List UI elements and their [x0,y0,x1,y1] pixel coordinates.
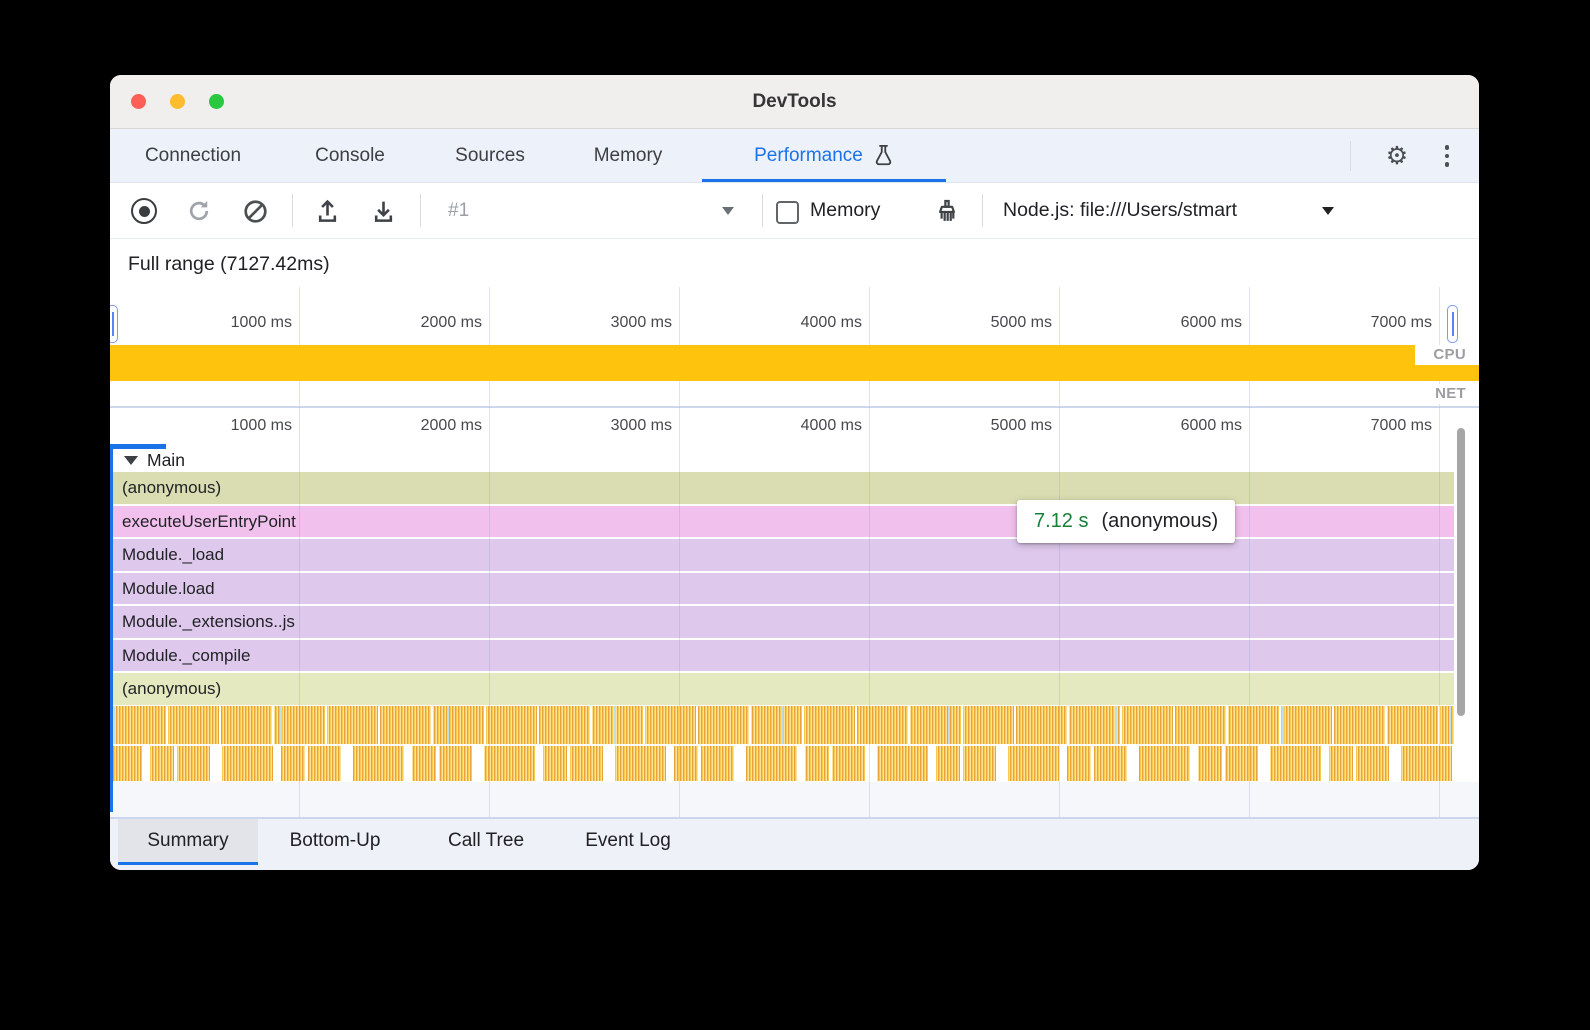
flame-event-tooltip: 7.12 s (anonymous) [1017,500,1236,543]
upload-icon [318,199,336,222]
overview-ruler-tick: 2000 ms [420,314,482,331]
tab-bottom-up[interactable]: Bottom-Up [289,829,381,851]
tooltip-duration: 7.12 s [1034,510,1089,532]
kebab-menu-icon [1444,145,1450,150]
more-options-button[interactable] [1434,142,1460,170]
close-button[interactable] [131,94,146,109]
details-tab-bar: Summary Bottom-Up Call Tree Event Log [110,818,1479,870]
flame-row-module-load-private[interactable]: Module._load [113,539,1454,571]
flame-ruler-tick: 3000 ms [610,417,672,434]
collect-garbage-button[interactable] [932,196,962,226]
target-caret-icon[interactable] [1322,207,1334,215]
disclosure-triangle-icon [124,455,138,465]
target-select[interactable]: Node.js: file:///Users/stmart [1003,199,1238,221]
reload-icon [189,200,209,221]
vertical-scrollbar-thumb[interactable] [1457,428,1465,716]
flame-row-anonymous[interactable]: (anonymous) [113,472,1454,504]
tabbar-divider [1350,141,1351,171]
range-right-handle[interactable] [1447,305,1458,343]
overview-ruler-tick: 5000 ms [990,314,1052,331]
clear-icon [243,199,267,223]
memory-checkbox[interactable] [776,201,799,224]
devtools-tab-bar: Connection Console Sources Memory Perfor… [110,129,1479,183]
zoom-button[interactable] [209,94,224,109]
tab-performance-label: Performance [754,145,863,166]
full-range-label: Full range (7127.42ms) [128,253,330,275]
flame-ruler-tick: 2000 ms [420,417,482,434]
flame-ruler-tick: 1000 ms [230,417,292,434]
track-selection-border [110,449,113,812]
overview-ruler-tick: 3000 ms [610,314,672,331]
flame-ruler-tick: 6000 ms [1180,417,1242,434]
flame-row-module-extensions-js[interactable]: Module._extensions..js [113,606,1454,638]
record-button[interactable] [129,196,159,226]
tab-call-tree[interactable]: Call Tree [447,829,525,851]
overview-divider [110,406,1479,408]
flame-ruler-tick: 7000 ms [1370,417,1432,434]
load-profile-button[interactable] [312,196,342,226]
flame-row-executeuserentrypoint[interactable]: executeUserEntryPoint [113,505,1454,537]
overview-ruler-tick: 7000 ms [1370,314,1432,331]
minimize-button[interactable] [170,94,185,109]
download-icon [374,201,392,222]
flame-row-module-load[interactable]: Module.load [113,572,1454,604]
overview-ruler-tick: 6000 ms [1180,314,1242,331]
main-track-label: Main [147,450,185,470]
record-icon [131,198,157,224]
memory-checkbox-label: Memory [810,199,881,221]
history-select[interactable]: #1 [448,200,470,221]
performance-toolbar: #1 Memory Node.js: file:///Users/stmart [110,183,1479,239]
settings-button[interactable]: ⚙ [1378,140,1416,172]
garbage-collect-brush-icon [939,199,955,221]
flame-empty-area [110,782,1479,817]
flame-ruler-tick: 5000 ms [990,417,1052,434]
flame-micro-calls-band-2[interactable] [113,746,1454,781]
devtools-window: DevTools Connection Console Sources Memo… [110,75,1479,870]
tab-event-log[interactable]: Event Log [585,829,671,851]
tooltip-event-name: (anonymous) [1101,510,1219,532]
main-track-toggle[interactable]: Main [124,447,185,473]
title-bar: DevTools [110,75,1479,129]
tab-summary[interactable]: Summary [118,818,258,865]
reload-and-record-button[interactable] [184,196,214,226]
history-caret-icon[interactable] [722,207,734,215]
window-title: DevTools [752,91,837,112]
tab-console[interactable]: Console [315,145,385,166]
clear-recording-button[interactable] [240,196,270,226]
flame-micro-calls-band[interactable] [113,706,1454,744]
overview-ruler-tick: 4000 ms [800,314,862,331]
flame-row-module-compile[interactable]: Module._compile [113,639,1454,671]
experiment-flask-icon [875,144,892,166]
tab-sources[interactable]: Sources [455,145,525,166]
tab-connection[interactable]: Connection [144,145,242,166]
save-profile-button[interactable] [368,196,398,226]
tab-performance[interactable]: Performance [702,129,946,182]
tab-memory[interactable]: Memory [593,145,663,166]
panel-divider [110,817,1479,819]
cpu-lane-label: CPU [1415,345,1479,365]
range-left-handle[interactable] [110,305,118,343]
cpu-activity-band[interactable] [110,345,1479,381]
gear-icon: ⚙ [1385,142,1409,170]
flame-ruler-tick: 4000 ms [800,417,862,434]
overview-ruler-tick: 1000 ms [230,314,292,331]
track-selection-tick [110,444,166,449]
net-lane-label: NET [1415,384,1479,404]
flame-row-anonymous-2[interactable]: (anonymous) [113,673,1454,705]
